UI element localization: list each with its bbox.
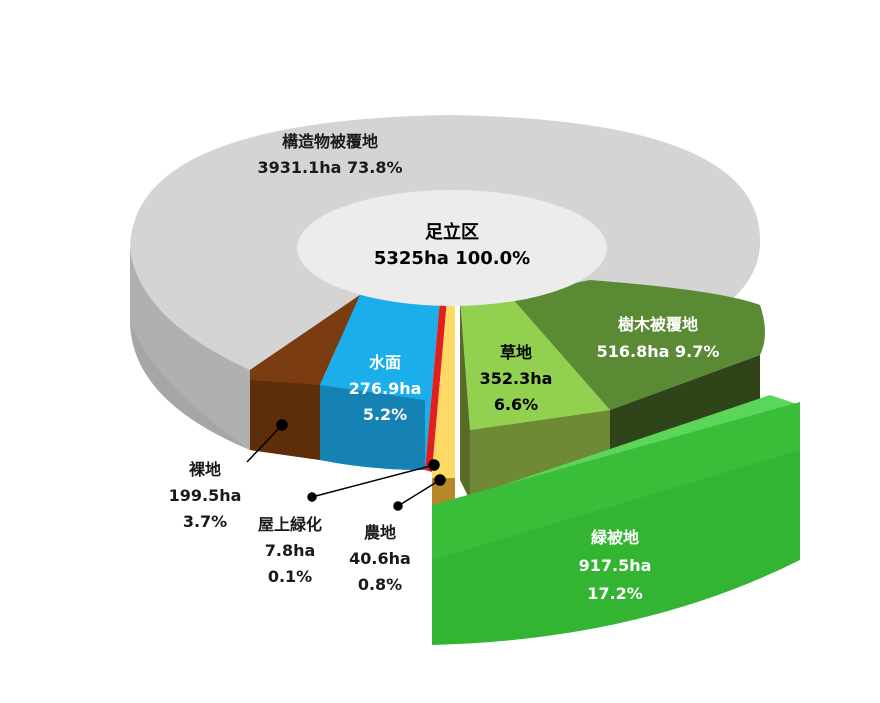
leader-roof-dot [428, 459, 440, 471]
label-group-name: 緑被地 [591, 528, 639, 547]
slice-farm-front [432, 300, 455, 478]
slice-roof [425, 300, 447, 472]
label-bare-ha: 199.5ha [169, 486, 242, 505]
leader-bare [246, 424, 283, 463]
slice-grass-top [460, 296, 610, 430]
leader-roof-end [307, 492, 317, 502]
label-roof-pct: 0.1% [268, 567, 312, 586]
label-group-pct: 17.2% [587, 584, 643, 603]
slice-trees-top [510, 280, 765, 410]
leader-roof [311, 464, 435, 498]
center-ellipse [297, 190, 607, 306]
label-water-ha: 276.9ha [349, 379, 422, 398]
leader-bare-dot [276, 419, 288, 431]
label-trees-name: 樹木被覆地 [618, 315, 698, 334]
label-farm-ha: 40.6ha [349, 549, 411, 568]
slice-roof-front [425, 300, 447, 472]
label-roof-ha: 7.8ha [265, 541, 316, 560]
label-center-value: 5325ha 100.0% [374, 248, 530, 269]
slice-group-green [432, 395, 800, 645]
leader-farm-dot [434, 474, 446, 486]
label-building-name: 構造物被覆地 [282, 132, 378, 151]
label-water-name: 水面 [369, 353, 401, 372]
label-trees-value: 516.8ha 9.7% [597, 342, 720, 361]
label-bare-pct: 3.7% [183, 512, 227, 531]
slice-water [320, 295, 440, 470]
label-farm-pct: 0.8% [358, 575, 402, 594]
label-grass-ha: 352.3ha [480, 369, 553, 388]
label-water-pct: 5.2% [363, 405, 407, 424]
leader-lines [246, 419, 446, 511]
labels: 構造物被覆地 3931.1ha 73.8% 足立区 5325ha 100.0% … [169, 132, 720, 603]
label-bare-name: 裸地 [189, 460, 221, 479]
label-grass-pct: 6.6% [494, 395, 538, 414]
label-roof-name: 屋上緑化 [258, 515, 322, 534]
leader-farm-end [393, 501, 403, 511]
label-group-ha: 917.5ha [579, 556, 652, 575]
label-center-name: 足立区 [425, 221, 479, 243]
leader-farm [397, 479, 441, 507]
label-farm-name: 農地 [364, 523, 396, 542]
label-building-value: 3931.1ha 73.8% [257, 158, 402, 177]
label-grass-name: 草地 [500, 343, 532, 362]
